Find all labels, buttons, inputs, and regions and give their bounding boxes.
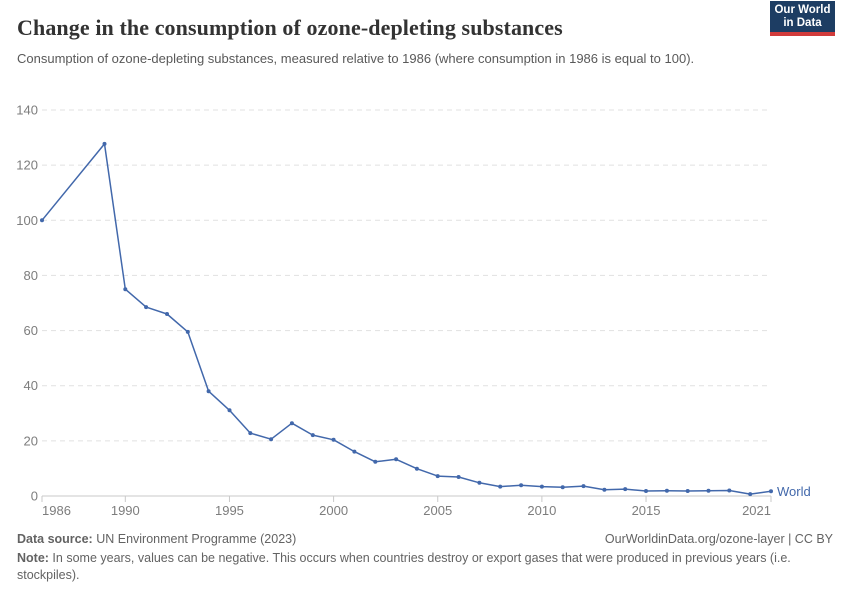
data-point	[435, 474, 440, 479]
data-point	[769, 489, 773, 494]
data-point	[456, 475, 461, 479]
page-title: Change in the consumption of ozone-deple…	[17, 15, 563, 40]
y-tick-label: 60	[24, 323, 38, 338]
data-point	[165, 312, 169, 316]
data-point	[414, 466, 419, 471]
x-tick-label: 2015	[632, 503, 661, 518]
x-tick-label: 1990	[111, 503, 140, 518]
chart-note: Note: In some years, values can be negat…	[17, 550, 822, 585]
data-point	[248, 431, 253, 436]
data-source-value: UN Environment Programme (2023)	[92, 532, 297, 546]
series-label: World	[777, 484, 811, 499]
data-point	[664, 488, 669, 493]
data-point	[310, 433, 315, 438]
data-point	[289, 421, 294, 426]
x-tick-label: 1995	[215, 503, 244, 518]
data-point	[602, 487, 607, 492]
data-point	[373, 459, 378, 464]
data-point	[123, 287, 128, 292]
x-tick-label: 2005	[423, 503, 452, 518]
x-tick-label: 2000	[319, 503, 348, 518]
data-point	[560, 485, 565, 490]
data-point	[40, 218, 44, 223]
data-point	[519, 483, 524, 488]
data-line	[41, 143, 772, 495]
data-point	[352, 449, 357, 454]
data-point	[748, 492, 753, 497]
x-tick-label: 2021	[742, 503, 771, 518]
data-point	[685, 489, 690, 493]
data-point	[144, 305, 149, 310]
y-tick-label: 20	[24, 433, 38, 448]
x-tick-label: 1986	[42, 503, 71, 518]
data-point	[394, 457, 399, 462]
data-point	[581, 484, 586, 489]
x-tick-label: 2010	[527, 503, 556, 518]
y-tick-label: 100	[16, 213, 38, 228]
chart-header: Change in the consumption of ozone-deple…	[17, 14, 833, 68]
y-tick-label: 0	[31, 489, 38, 504]
y-tick-label: 140	[16, 103, 38, 118]
data-point	[331, 437, 336, 442]
data-source-label: Data source:	[17, 532, 93, 546]
note-label: Note:	[17, 550, 49, 565]
chart-subtitle: Consumption of ozone-depleting substance…	[17, 51, 695, 66]
data-point	[206, 389, 211, 394]
data-point	[644, 489, 648, 493]
owid-logo: Our World in Data	[770, 1, 835, 36]
y-tick-label: 40	[24, 378, 38, 393]
data-point	[623, 487, 628, 492]
license-link[interactable]: OurWorldinData.org/ozone-layer | CC BY	[604, 532, 833, 546]
y-tick-label: 80	[24, 268, 38, 283]
data-point	[498, 484, 503, 489]
data-point	[102, 141, 107, 146]
chart-footer: Data source: UN Environment Programme (2…	[17, 531, 833, 585]
note-value: In some years, values can be negative. T…	[17, 550, 791, 583]
owid-logo-line1: Our World	[774, 3, 831, 16]
data-point	[477, 480, 482, 485]
data-point	[706, 488, 711, 493]
data-point	[185, 329, 190, 334]
data-point	[227, 408, 232, 413]
y-tick-label: 120	[16, 158, 38, 173]
owid-logo-line2: in Data	[783, 16, 822, 29]
data-point	[539, 484, 544, 489]
data-point	[727, 488, 732, 493]
data-source: Data source: UN Environment Programme (2…	[17, 531, 296, 549]
data-point	[269, 437, 274, 442]
